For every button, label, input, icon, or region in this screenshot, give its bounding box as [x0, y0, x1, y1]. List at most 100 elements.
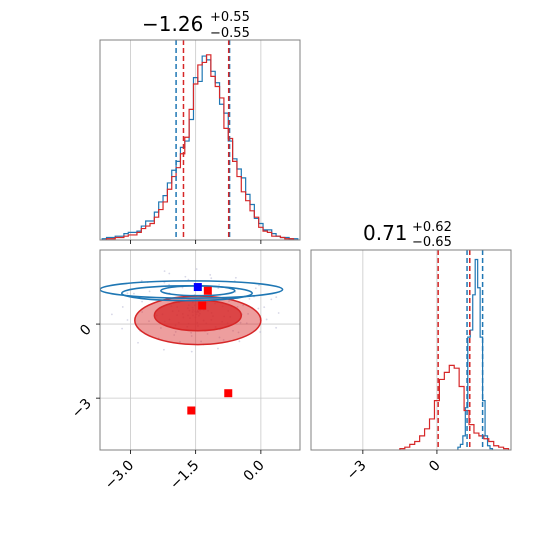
- joint-y-tick-label: −3: [69, 396, 95, 422]
- hist-param2-quantiles: [437, 250, 484, 450]
- joint-sample-point: [179, 341, 181, 343]
- joint-marker-4: [224, 389, 233, 398]
- joint-sample-point: [265, 318, 268, 321]
- joint-sample-point: [163, 348, 165, 351]
- joint-marker-2: [203, 286, 212, 295]
- joint-sample-point: [217, 287, 220, 290]
- joint-sample-point: [174, 330, 177, 333]
- hist-param2-gridlines: [362, 250, 438, 450]
- joint-sample-point: [228, 300, 230, 303]
- joint-sample-point: [209, 274, 212, 276]
- joint-panel: −3.0 −1.5 0.0 0 −3: [69, 249, 301, 493]
- joint-sample-point: [257, 307, 260, 310]
- joint-sample-point: [259, 331, 262, 333]
- joint-sample-point: [126, 319, 129, 321]
- joint-x-tick-label: −3.0: [102, 458, 137, 493]
- hist-param2-title-lower: −0.65: [412, 235, 452, 250]
- hist-param2-series: [399, 258, 510, 450]
- joint-marker-3: [198, 301, 207, 310]
- joint-markers: [187, 283, 233, 415]
- joint-gridlines: [100, 250, 300, 450]
- joint-sample-point: [263, 306, 266, 309]
- hist-param2-panel: −3 0 0.71 +0.62 −0.65: [310, 220, 512, 483]
- joint-sample-point: [181, 286, 184, 289]
- hist-param2-series-1: [457, 258, 494, 450]
- joint-sample-point: [121, 306, 124, 308]
- hist-param2-title-median: 0.71: [363, 221, 408, 245]
- joint-y-tick-label: 0: [77, 322, 95, 340]
- joint-sample-point: [173, 334, 176, 336]
- hist-param1-quantiles: [175, 40, 231, 240]
- joint-sample-point: [126, 292, 129, 295]
- joint-sample-point: [248, 298, 251, 300]
- joint-sample-point: [200, 340, 202, 343]
- joint-sample-point: [159, 327, 162, 329]
- joint-sample-point: [133, 292, 135, 295]
- joint-sample-point: [163, 281, 166, 284]
- joint-sample-point: [121, 327, 123, 330]
- joint-sample-point: [168, 272, 171, 275]
- joint-sample-point: [110, 313, 113, 316]
- joint-sample-point: [168, 283, 171, 286]
- joint-sample-point: [190, 331, 193, 334]
- joint-sample-point: [141, 311, 144, 313]
- hist-param1-title-lower: −0.55: [210, 26, 250, 41]
- joint-contours: [100, 268, 284, 353]
- joint-sample-point: [184, 275, 187, 278]
- joint-sample-point: [234, 276, 237, 279]
- joint-sample-point: [247, 312, 249, 315]
- joint-sample-point: [277, 312, 280, 314]
- joint-marker-5: [187, 406, 196, 415]
- joint-sample-point: [148, 320, 150, 323]
- joint-sample-point: [270, 298, 273, 301]
- joint-sample-point: [242, 304, 245, 307]
- hist-param1-ticks: [130, 240, 262, 244]
- joint-sample-point: [137, 341, 139, 344]
- joint-x-ticks: −3.0 −1.5 0.0: [102, 450, 268, 493]
- joint-sample-point: [275, 296, 278, 298]
- hist-param1-gridlines: [130, 40, 262, 240]
- joint-sample-point: [141, 300, 143, 303]
- joint-sample-point: [254, 287, 257, 290]
- hist-param2-tick-label: 0: [426, 458, 444, 476]
- hist-param1-series-2: [102, 54, 298, 240]
- hist-param2-tick-label: −3: [344, 458, 370, 484]
- joint-sample-point: [163, 270, 166, 273]
- joint-sample-point: [258, 284, 260, 287]
- hist-param2-frame: [310, 249, 512, 451]
- joint-filled-contour-2: [153, 299, 243, 332]
- joint-sample-point: [140, 279, 143, 282]
- hist-param1-series: [101, 54, 299, 240]
- hist-param1-panel: −1.26 +0.55 −0.55: [99, 10, 301, 244]
- joint-sample-point: [236, 305, 239, 308]
- joint-sample-point: [206, 332, 209, 335]
- joint-sample-point: [217, 347, 219, 350]
- joint-sample-point: [275, 326, 278, 329]
- joint-sample-point: [238, 340, 241, 343]
- joint-sample-point: [195, 268, 198, 270]
- joint-sample-point: [218, 284, 221, 286]
- hist-param2-ticks: −3 0: [344, 450, 444, 483]
- hist-param1-title-upper: +0.55: [210, 10, 250, 25]
- joint-marker-1: [193, 283, 202, 292]
- joint-sample-point: [190, 350, 193, 353]
- joint-sample-point: [148, 290, 151, 293]
- joint-x-tick-label: 0.0: [241, 458, 268, 485]
- joint-sample-point: [232, 329, 234, 332]
- hist-param2-title-upper: +0.62: [412, 220, 452, 235]
- joint-frame: [99, 249, 301, 451]
- joint-sample-point: [239, 321, 242, 324]
- joint-sample-point: [245, 322, 248, 325]
- joint-sample-point: [218, 336, 221, 339]
- joint-x-tick-label: −1.5: [167, 458, 202, 493]
- hist-param1-series-1: [101, 55, 299, 240]
- hist-param1-frame: [99, 39, 301, 241]
- hist-param1-title-median: −1.26: [142, 12, 203, 36]
- joint-sample-point: [190, 335, 193, 337]
- joint-sample-point: [237, 331, 240, 334]
- joint-y-ticks: 0 −3: [69, 322, 100, 422]
- hist-param2-series-2: [399, 364, 510, 450]
- joint-sample-point: [222, 339, 225, 341]
- joint-sample-point: [210, 277, 213, 280]
